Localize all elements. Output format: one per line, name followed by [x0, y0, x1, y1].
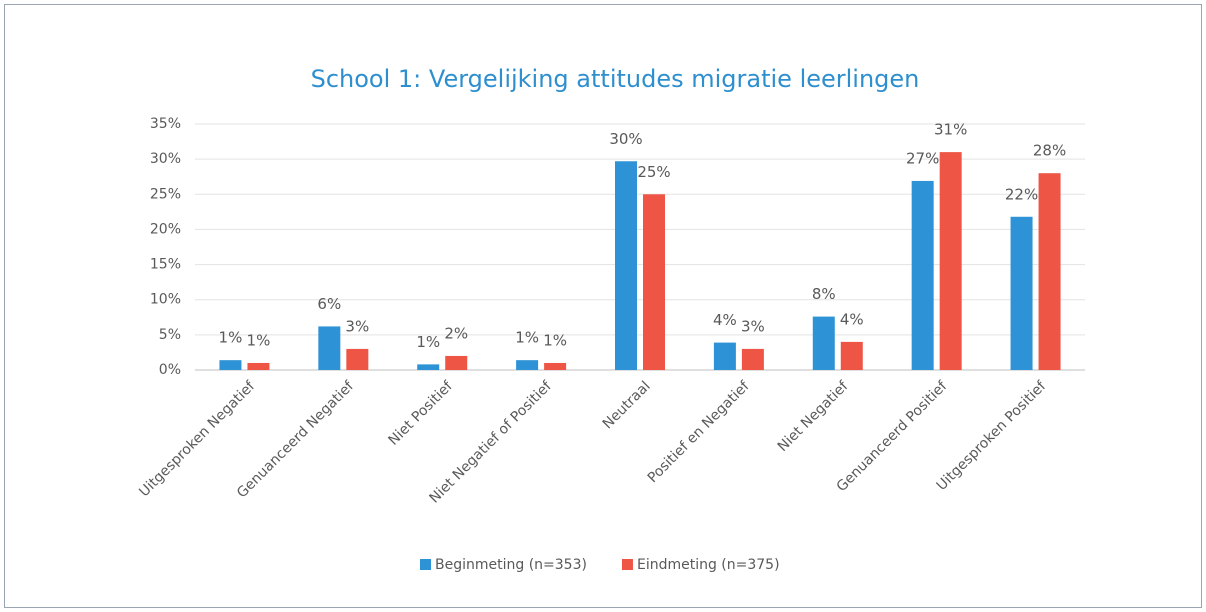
bar — [1010, 216, 1033, 370]
value-label: 1% — [219, 329, 243, 347]
value-label: 2% — [444, 324, 468, 342]
bar — [939, 152, 962, 370]
y-tick-label: 10% — [150, 292, 181, 308]
value-label: 22% — [1005, 185, 1038, 203]
value-label: 1% — [247, 331, 271, 349]
bar — [840, 341, 863, 370]
bar — [615, 161, 637, 370]
bar — [219, 360, 242, 370]
y-tick-label: 15% — [150, 257, 181, 273]
y-tick-label: 25% — [150, 186, 181, 202]
value-label: 31% — [934, 121, 967, 139]
bar — [1038, 173, 1061, 370]
bar — [346, 348, 369, 370]
value-label: 3% — [345, 317, 369, 335]
legend-label: Beginmeting (n=353) — [435, 557, 587, 573]
y-tick-label: 5% — [159, 327, 181, 343]
value-label: 3% — [741, 317, 765, 335]
bar — [544, 362, 567, 370]
y-tick-label: 0% — [159, 362, 181, 378]
bar — [247, 362, 270, 370]
bar — [643, 194, 665, 370]
y-tick-label: 30% — [150, 151, 181, 167]
bar — [417, 364, 440, 370]
value-label: 1% — [416, 333, 440, 351]
value-label: 6% — [317, 295, 341, 313]
value-label: 1% — [543, 331, 567, 349]
bar — [445, 355, 468, 370]
value-label: 25% — [637, 163, 670, 181]
legend-swatch — [621, 559, 633, 570]
value-label: 4% — [840, 310, 864, 328]
bar — [318, 326, 341, 370]
value-label: 8% — [812, 285, 836, 303]
y-tick-label: 35% — [150, 116, 181, 132]
bar — [713, 342, 736, 370]
bar — [911, 180, 934, 370]
legend-label: Eindmeting (n=375) — [637, 557, 780, 573]
bar — [516, 360, 539, 370]
value-label: 30% — [609, 130, 642, 148]
bar — [812, 316, 835, 370]
value-label: 27% — [906, 149, 939, 167]
value-label: 4% — [713, 311, 737, 329]
legend-swatch — [420, 559, 431, 570]
bar — [741, 348, 764, 370]
value-label: 1% — [515, 329, 539, 347]
value-label: 28% — [1033, 142, 1066, 160]
chart-title: School 1: Vergelijking attitudes migrati… — [311, 65, 920, 93]
y-tick-label: 20% — [150, 221, 181, 237]
chart-frame — [4, 4, 1202, 608]
